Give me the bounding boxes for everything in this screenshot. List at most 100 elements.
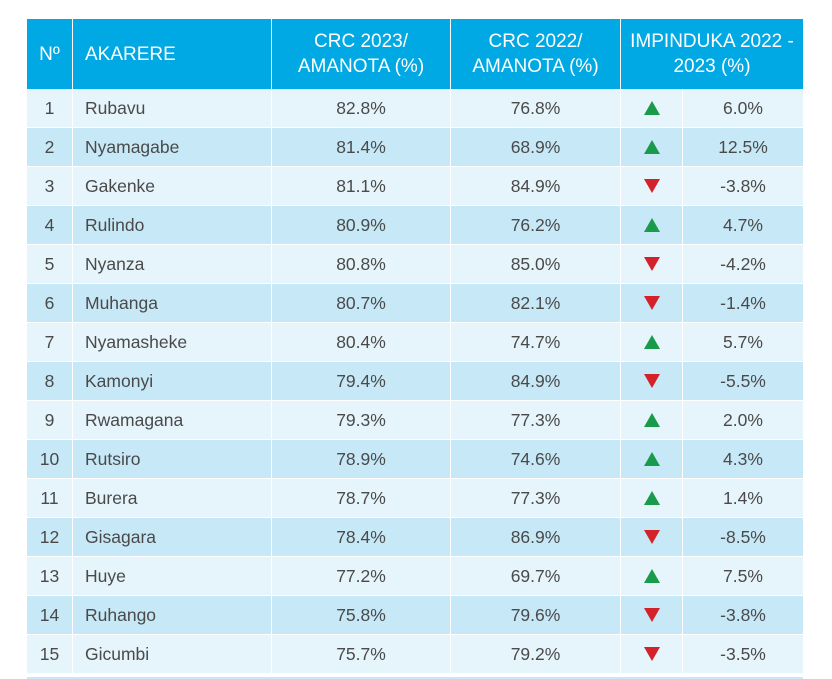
row-trend <box>621 635 683 673</box>
table-row: 7 Nyamasheke 80.4% 74.7% 5.7% <box>27 323 803 362</box>
header-district: AKARERE <box>73 19 272 89</box>
row-number: 10 <box>27 440 73 478</box>
row-district: Gakenke <box>73 167 272 205</box>
row-crc-2022: 77.3% <box>451 479 621 517</box>
row-number: 11 <box>27 479 73 517</box>
header-crc-2023: CRC 2023/ AMANOTA (%) <box>272 19 451 89</box>
row-crc-2023: 80.8% <box>272 245 451 283</box>
table-row: 10 Rutsiro 78.9% 74.6% 4.3% <box>27 440 803 479</box>
row-district: Nyanza <box>73 245 272 283</box>
row-crc-2022: 85.0% <box>451 245 621 283</box>
row-district: Rulindo <box>73 206 272 244</box>
row-trend <box>621 323 683 361</box>
arrow-down-icon <box>643 647 660 661</box>
row-change: -3.5% <box>720 643 766 664</box>
row-crc-2022: 68.9% <box>451 128 621 166</box>
row-trend <box>621 89 683 127</box>
arrow-down-icon <box>643 608 660 622</box>
table-row: 6 Muhanga 80.7% 82.1% -1.4% <box>27 284 803 323</box>
row-district: Huye <box>73 557 272 595</box>
row-number: 7 <box>27 323 73 361</box>
table-row: 3 Gakenke 81.1% 84.9% -3.8% <box>27 167 803 206</box>
row-number: 2 <box>27 128 73 166</box>
row-crc-2023: 75.8% <box>272 596 451 634</box>
table-header: Nº AKARERE CRC 2023/ AMANOTA (%) CRC 202… <box>27 19 803 89</box>
row-trend <box>621 518 683 556</box>
row-number: 14 <box>27 596 73 634</box>
table-body: 1 Rubavu 82.8% 76.8% 6.0% 2 Nyamagabe 81.4% 68.9… <box>27 89 803 674</box>
row-number: 6 <box>27 284 73 322</box>
row-trend <box>621 128 683 166</box>
row-crc-2023: 77.2% <box>272 557 451 595</box>
row-number: 13 <box>27 557 73 595</box>
row-change: -1.4% <box>720 292 766 313</box>
row-number: 12 <box>27 518 73 556</box>
row-district: Rutsiro <box>73 440 272 478</box>
row-crc-2022: 74.6% <box>451 440 621 478</box>
row-district: Gisagara <box>73 518 272 556</box>
row-crc-2023: 80.4% <box>272 323 451 361</box>
row-crc-2023: 81.4% <box>272 128 451 166</box>
table-row: 8 Kamonyi 79.4% 84.9% -5.5% <box>27 362 803 401</box>
row-crc-2023: 81.1% <box>272 167 451 205</box>
row-crc-2023: 78.9% <box>272 440 451 478</box>
header-crc-2022: CRC 2022/ AMANOTA (%) <box>451 19 621 89</box>
arrow-down-icon <box>643 374 660 388</box>
row-number: 3 <box>27 167 73 205</box>
row-change: 1.4% <box>723 487 763 508</box>
table-row: 1 Rubavu 82.8% 76.8% 6.0% <box>27 89 803 128</box>
row-crc-2023: 82.8% <box>272 89 451 127</box>
arrow-up-icon <box>643 491 660 505</box>
row-change: 7.5% <box>723 565 763 586</box>
row-crc-2023: 78.4% <box>272 518 451 556</box>
arrow-down-icon <box>643 257 660 271</box>
row-trend <box>621 284 683 322</box>
table-row: 11 Burera 78.7% 77.3% 1.4% <box>27 479 803 518</box>
row-crc-2023: 80.7% <box>272 284 451 322</box>
row-number: 1 <box>27 89 73 127</box>
row-district: Gicumbi <box>73 635 272 673</box>
row-change: -3.8% <box>720 604 766 625</box>
table-row: 9 Rwamagana 79.3% 77.3% 2.0% <box>27 401 803 440</box>
row-crc-2022: 84.9% <box>451 362 621 400</box>
table-row: 12 Gisagara 78.4% 86.9% -8.5% <box>27 518 803 557</box>
row-trend <box>621 401 683 439</box>
row-district: Ruhango <box>73 596 272 634</box>
row-number: 4 <box>27 206 73 244</box>
row-district: Kamonyi <box>73 362 272 400</box>
row-change: 5.7% <box>723 331 763 352</box>
row-crc-2022: 77.3% <box>451 401 621 439</box>
row-crc-2022: 84.9% <box>451 167 621 205</box>
row-trend <box>621 206 683 244</box>
arrow-down-icon <box>643 296 660 310</box>
row-district: Burera <box>73 479 272 517</box>
arrow-down-icon <box>643 530 660 544</box>
row-crc-2022: 79.6% <box>451 596 621 634</box>
table-row: 4 Rulindo 80.9% 76.2% 4.7% <box>27 206 803 245</box>
row-crc-2022: 86.9% <box>451 518 621 556</box>
next-row-edge <box>27 677 803 679</box>
row-trend <box>621 245 683 283</box>
row-crc-2022: 74.7% <box>451 323 621 361</box>
header-number: Nº <box>27 19 73 89</box>
arrow-up-icon <box>643 140 660 154</box>
row-crc-2022: 69.7% <box>451 557 621 595</box>
row-trend <box>621 362 683 400</box>
table-row: 15 Gicumbi 75.7% 79.2% -3.5% <box>27 635 803 674</box>
row-trend <box>621 596 683 634</box>
arrow-up-icon <box>643 413 660 427</box>
arrow-up-icon <box>643 101 660 115</box>
row-number: 5 <box>27 245 73 283</box>
table-row: 2 Nyamagabe 81.4% 68.9% 12.5% <box>27 128 803 167</box>
row-crc-2022: 76.2% <box>451 206 621 244</box>
row-crc-2023: 79.3% <box>272 401 451 439</box>
row-change: 6.0% <box>723 97 763 118</box>
row-trend <box>621 557 683 595</box>
row-crc-2023: 80.9% <box>272 206 451 244</box>
row-crc-2023: 75.7% <box>272 635 451 673</box>
row-change: -8.5% <box>720 526 766 547</box>
row-number: 15 <box>27 635 73 673</box>
row-change: 12.5% <box>718 136 768 157</box>
row-change: 2.0% <box>723 409 763 430</box>
row-change: -5.5% <box>720 370 766 391</box>
